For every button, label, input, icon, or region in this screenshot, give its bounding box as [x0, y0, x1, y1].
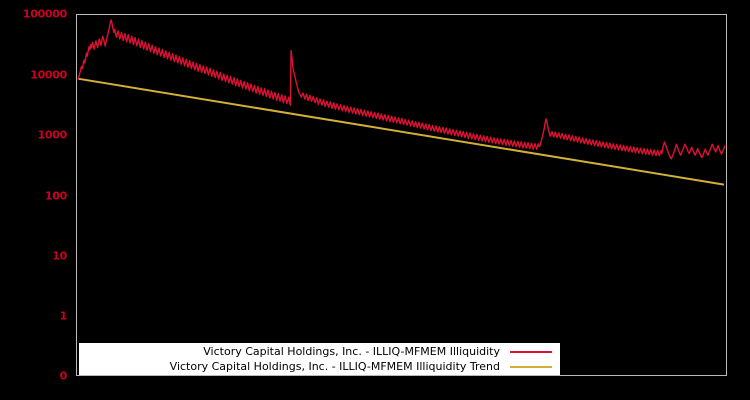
trend-line-path — [77, 77, 725, 186]
y-tick-label-1: 1 — [59, 309, 68, 323]
y-tick-label-10: 10 — [52, 249, 67, 263]
y-axis: 100000 10000 1000 100 10 1 0 — [0, 0, 76, 400]
y-tick-label-10000: 10000 — [30, 68, 67, 82]
y-tick-label-100000: 100000 — [22, 7, 67, 21]
legend-label-illiquidity-trend: Victory Capital Holdings, Inc. - ILLIQ-M… — [169, 360, 500, 373]
legend-swatch-illiquidity-trend — [510, 365, 552, 368]
legend: Victory Capital Holdings, Inc. - ILLIQ-M… — [79, 343, 560, 375]
legend-label-illiquidity: Victory Capital Holdings, Inc. - ILLIQ-M… — [203, 345, 500, 358]
illiquidity-line-path — [77, 19, 726, 160]
y-tick-label-0: 0 — [59, 369, 68, 383]
legend-swatch-illiquidity — [510, 350, 552, 353]
legend-entry-illiquidity[interactable]: Victory Capital Holdings, Inc. - ILLIQ-M… — [79, 344, 554, 359]
legend-entry-illiquidity-trend[interactable]: Victory Capital Holdings, Inc. - ILLIQ-M… — [79, 359, 554, 374]
plot-frame — [76, 14, 727, 376]
plot-area — [77, 19, 726, 186]
y-tick-label-100: 100 — [44, 189, 67, 203]
y-tick-label-1000: 1000 — [37, 128, 68, 142]
